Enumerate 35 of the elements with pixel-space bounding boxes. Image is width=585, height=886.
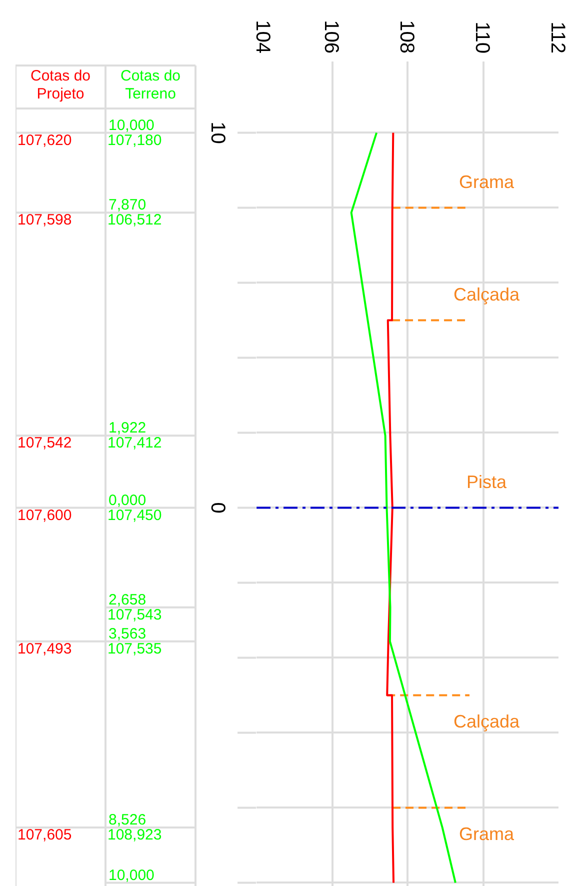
text: Cotas do Terreno (120, 68, 181, 102)
text: 107,600 (18, 506, 72, 524)
text: 0,000 (108, 492, 146, 509)
text: 107,620 (18, 132, 72, 149)
text: 10,000 (108, 116, 154, 134)
text: 107,542 (18, 434, 72, 452)
y-tick-label: 0 (206, 502, 228, 514)
text: 107,412 (108, 434, 162, 452)
text: 107,543 (108, 606, 162, 624)
text: Cotas do Projeto (30, 68, 91, 102)
ref-line-label: Grama (458, 172, 515, 192)
text: 2,658 (108, 591, 146, 608)
text: 107,180 (108, 132, 162, 149)
text: 106,512 (108, 212, 162, 229)
text: 107,605 (18, 826, 72, 844)
ref-line-label: Pista (466, 472, 508, 492)
x-tick-label: 108 (396, 20, 418, 54)
x-tick-label: 110 (471, 22, 493, 54)
text: 8,526 (108, 811, 146, 828)
text: 10,000 (108, 866, 154, 884)
ref-line-label: Calçada (453, 711, 521, 732)
ref-line-label: Calçada (453, 284, 521, 304)
text: 107,598 (18, 212, 72, 229)
text: 7,870 (108, 196, 146, 214)
x-tick-label: 112 (546, 22, 568, 54)
x-tick-label: 104 (252, 20, 274, 54)
y-tick-label: 10 (206, 122, 228, 144)
text: 107,535 (108, 640, 162, 658)
ref-line-label: Grama (458, 824, 515, 844)
text: 107,450 (108, 506, 162, 524)
text: 107,493 (18, 640, 72, 658)
x-tick-label: 106 (320, 20, 342, 54)
text: 1,922 (108, 420, 146, 437)
text: 108,923 (108, 826, 162, 844)
text: 3,563 (108, 625, 146, 642)
